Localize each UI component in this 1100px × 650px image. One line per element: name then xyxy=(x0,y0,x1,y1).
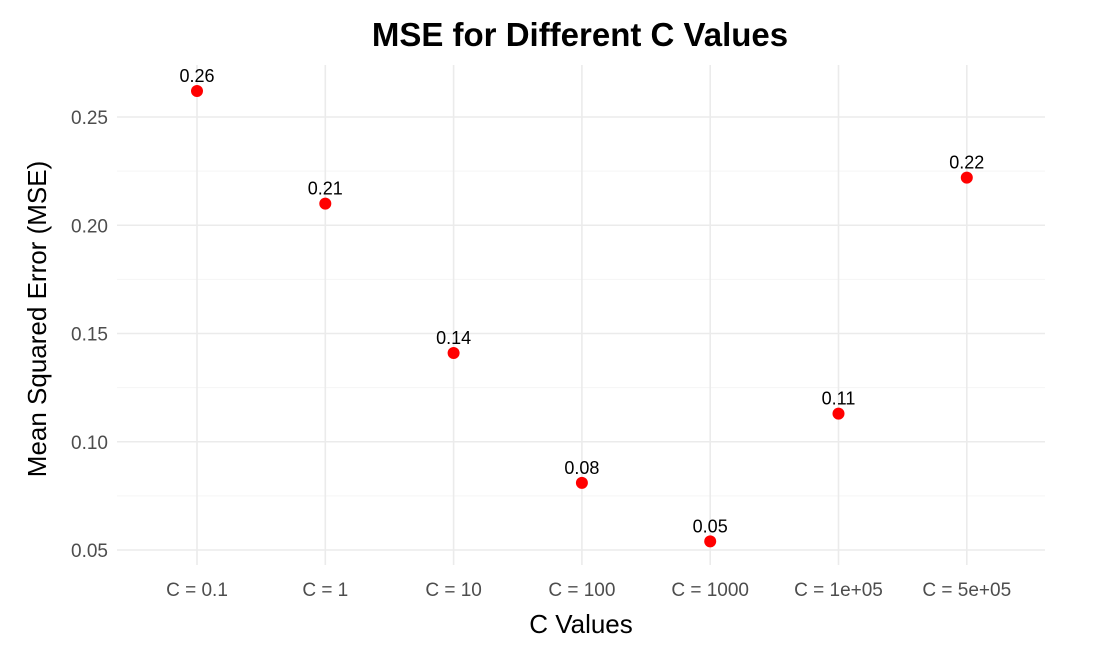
data-point xyxy=(191,85,203,98)
x-tick-label: C = 100 xyxy=(548,580,615,601)
data-labels: 0.26 0.21 0.14 0.08 0.05 0.11 0.22 xyxy=(179,66,984,536)
data-label: 0.22 xyxy=(949,153,984,173)
data-point xyxy=(447,346,460,359)
y-axis-ticks: 0.05 0.10 0.15 0.20 0.25 xyxy=(71,108,108,562)
data-label: 0.26 xyxy=(179,66,214,86)
data-point xyxy=(960,171,973,184)
y-tick-label: 0.05 xyxy=(71,541,108,562)
grid-lines xyxy=(117,65,1045,565)
data-point xyxy=(832,407,845,420)
data-label: 0.08 xyxy=(564,458,599,478)
x-axis-ticks: C = 0.1 C = 1 C = 10 C = 100 C = 1000 C = 1e+… xyxy=(166,580,1011,601)
y-axis-title: Mean Squared Error (MSE) xyxy=(22,161,52,477)
x-axis-title: C Values xyxy=(529,609,633,639)
y-tick-label: 0.20 xyxy=(71,216,108,237)
x-tick-label: C = 5e+05 xyxy=(922,580,1011,601)
x-tick-label: C = 1e+05 xyxy=(794,580,883,601)
y-tick-label: 0.25 xyxy=(71,108,108,129)
x-tick-label: C = 1 xyxy=(302,580,348,601)
x-tick-label: C = 10 xyxy=(425,580,482,601)
y-tick-label: 0.10 xyxy=(71,433,108,454)
data-points xyxy=(191,85,973,548)
data-point xyxy=(319,197,332,210)
x-tick-label: C = 1000 xyxy=(671,580,749,601)
chart-title: MSE for Different C Values xyxy=(372,16,788,53)
data-point xyxy=(575,476,588,489)
data-label: 0.21 xyxy=(308,179,343,199)
data-label: 0.11 xyxy=(822,389,856,409)
data-point xyxy=(704,535,717,548)
x-tick-label: C = 0.1 xyxy=(166,580,228,601)
data-label: 0.05 xyxy=(693,516,728,536)
data-label: 0.14 xyxy=(436,328,471,348)
y-tick-label: 0.15 xyxy=(71,325,108,346)
